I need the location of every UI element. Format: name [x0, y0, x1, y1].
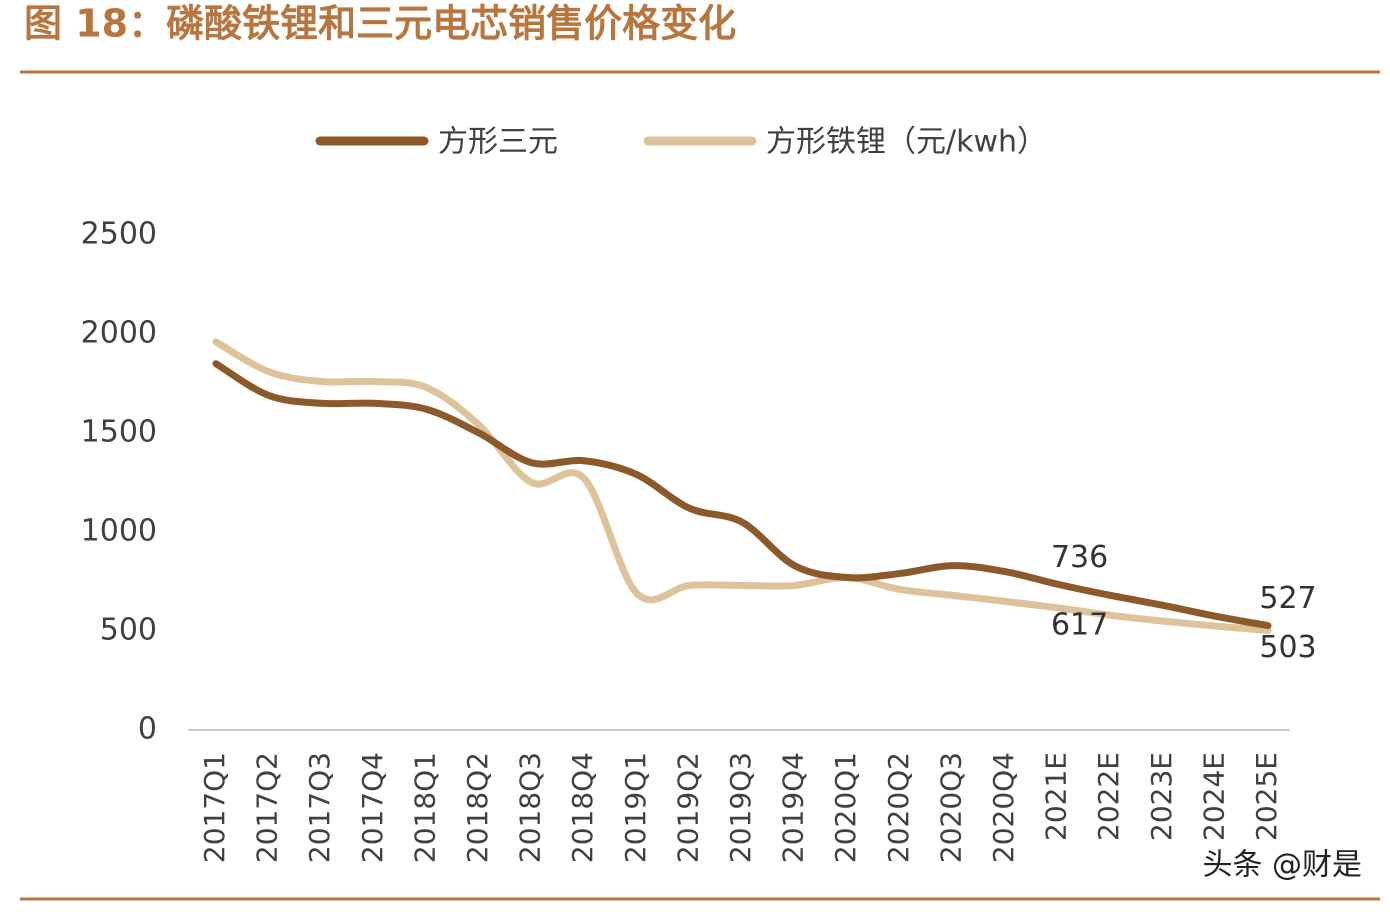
- legend-label: 方形三元: [438, 125, 558, 160]
- data-label: 527: [1259, 581, 1316, 616]
- series-line: [212, 338, 1272, 634]
- y-tick-label: 0: [138, 712, 157, 747]
- x-tick-label: 2020Q3: [934, 752, 967, 863]
- x-tick-label: 2017Q2: [251, 752, 284, 863]
- x-tick-label: 2018Q3: [514, 752, 547, 863]
- data-label: 736: [1051, 540, 1108, 575]
- y-tick-label: 2000: [81, 316, 157, 351]
- x-tick-label: 2022E: [1092, 752, 1125, 841]
- x-tick-label: 2021E: [1040, 752, 1073, 841]
- x-tick-label: 2017Q1: [198, 752, 231, 863]
- y-tick-label: 2500: [81, 217, 157, 252]
- x-tick-label: 2020Q2: [882, 752, 915, 863]
- series-line: [212, 360, 1272, 630]
- data-label: 617: [1051, 607, 1108, 642]
- x-tick-label: 2020Q1: [829, 752, 862, 863]
- x-tick-label: 2023E: [1145, 752, 1178, 841]
- x-tick-label: 2017Q3: [303, 752, 336, 863]
- y-tick-label: 1000: [81, 514, 157, 549]
- x-tick-label: 2019Q2: [671, 752, 704, 863]
- x-tick-label: 2018Q4: [566, 752, 599, 863]
- x-tick-label: 2017Q4: [356, 752, 389, 863]
- chart-title: 图 18：磷酸铁锂和三元电芯销售价格变化: [24, 2, 736, 46]
- x-tick-label: 2020Q4: [987, 752, 1020, 863]
- x-tick-label: 2019Q1: [619, 752, 652, 863]
- legend-label: 方形铁锂（元/kwh）: [766, 125, 1047, 160]
- x-tick-label: 2018Q2: [461, 752, 494, 863]
- x-tick-label: 2019Q4: [777, 752, 810, 863]
- x-tick-label: 2019Q3: [724, 752, 757, 863]
- x-tick-label: 2018Q1: [408, 752, 441, 863]
- data-label: 503: [1259, 630, 1316, 665]
- watermark: 头条 @财是: [1202, 848, 1362, 883]
- y-tick-label: 1500: [81, 415, 157, 450]
- x-tick-label: 2024E: [1197, 752, 1230, 841]
- y-tick-label: 500: [100, 613, 157, 648]
- x-tick-label: 2025E: [1250, 752, 1283, 841]
